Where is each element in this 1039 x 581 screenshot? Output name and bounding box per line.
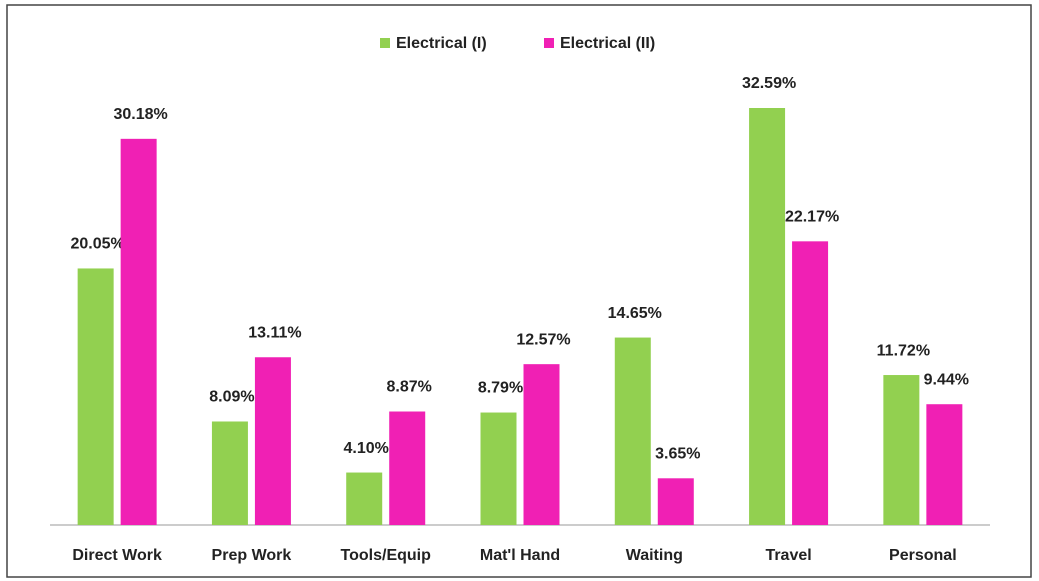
bar — [346, 472, 383, 525]
x-tick-label: Mat'l Hand — [480, 547, 560, 564]
bar — [614, 337, 651, 525]
value-label: 14.65% — [608, 305, 662, 322]
legend-swatch — [380, 38, 390, 48]
x-tick-label: Personal — [889, 547, 957, 564]
bar — [389, 411, 426, 525]
bar — [926, 404, 963, 525]
legend-label: Electrical (II) — [560, 35, 655, 52]
bar — [254, 357, 291, 525]
value-label: 30.18% — [114, 106, 168, 123]
x-tick-label: Tools/Equip — [341, 547, 432, 564]
bar — [749, 108, 786, 525]
bar — [657, 478, 694, 525]
bar — [211, 421, 248, 525]
bar — [480, 412, 517, 525]
bar — [77, 268, 114, 525]
value-label: 4.10% — [344, 440, 389, 457]
value-label: 20.05% — [71, 236, 125, 253]
legend-label: Electrical (I) — [396, 35, 487, 52]
legend-swatch — [544, 38, 554, 48]
bar — [523, 364, 560, 525]
value-label: 13.11% — [248, 324, 301, 341]
x-tick-label: Waiting — [626, 547, 683, 564]
value-label: 9.44% — [924, 371, 969, 388]
bar — [120, 138, 157, 525]
x-tick-label: Direct Work — [72, 547, 162, 564]
value-label: 8.87% — [387, 379, 432, 396]
bar — [883, 375, 920, 525]
value-label: 12.57% — [516, 331, 570, 348]
x-tick-label: Prep Work — [212, 547, 292, 564]
value-label: 8.79% — [478, 380, 523, 397]
chart-frame — [6, 4, 1032, 578]
bar — [792, 241, 829, 526]
value-label: 3.65% — [655, 446, 700, 463]
value-label: 8.09% — [209, 389, 254, 406]
value-label: 32.59% — [742, 75, 796, 92]
value-label: 11.72% — [877, 342, 930, 359]
value-label: 22.17% — [785, 209, 839, 226]
x-tick-label: Travel — [765, 547, 811, 564]
